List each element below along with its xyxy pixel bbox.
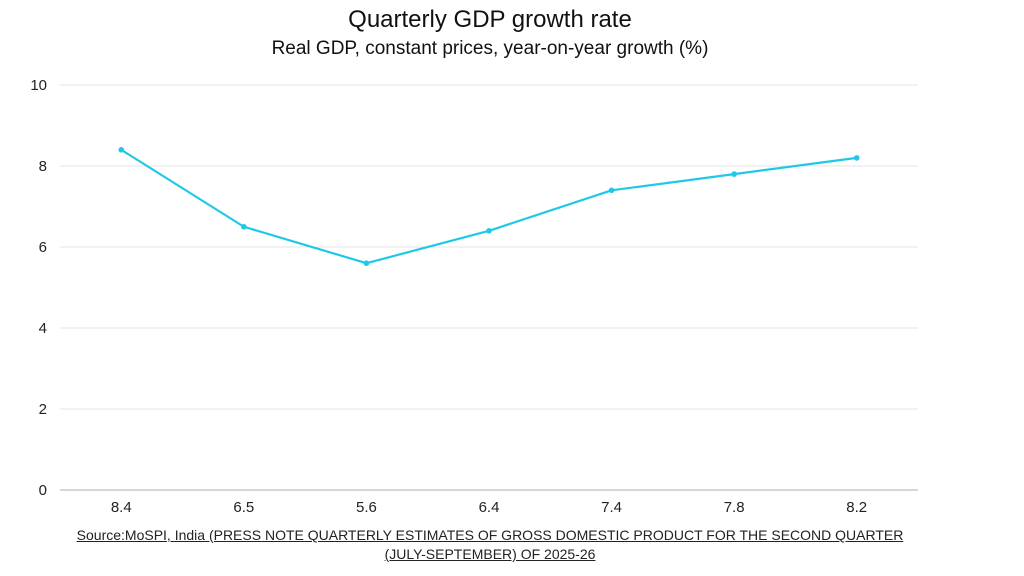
x-tick-label: 6.4 (479, 499, 500, 516)
x-tick-label: 7.8 (724, 499, 745, 516)
data-point (608, 187, 615, 194)
y-tick-label: 6 (39, 239, 47, 256)
chart-title: Quarterly GDP growth rate (348, 6, 632, 33)
data-point (853, 155, 860, 161)
x-tick-label: 5.6 (356, 499, 377, 516)
y-tick-label: 2 (39, 401, 47, 418)
y-tick-label: 0 (39, 482, 47, 499)
data-point (241, 223, 247, 230)
data-point (363, 260, 370, 267)
x-tick-label: 7.4 (601, 499, 622, 516)
y-tick-label: 8 (39, 158, 47, 175)
x-tick-label: 8.2 (846, 499, 867, 516)
x-tick-label: 8.4 (111, 499, 132, 516)
y-tick-label: 10 (30, 77, 47, 94)
y-tick-label: 4 (39, 320, 47, 337)
data-point (486, 228, 492, 234)
source-note: Source:MoSPI, India (PRESS NOTE QUARTERL… (76, 527, 904, 562)
series-line (120, 148, 857, 265)
chart-subtitle: Real GDP, constant prices, year-on-year … (271, 38, 709, 59)
data-point (118, 147, 125, 153)
x-tick-label: 6.5 (233, 499, 254, 516)
data-point (731, 171, 737, 177)
